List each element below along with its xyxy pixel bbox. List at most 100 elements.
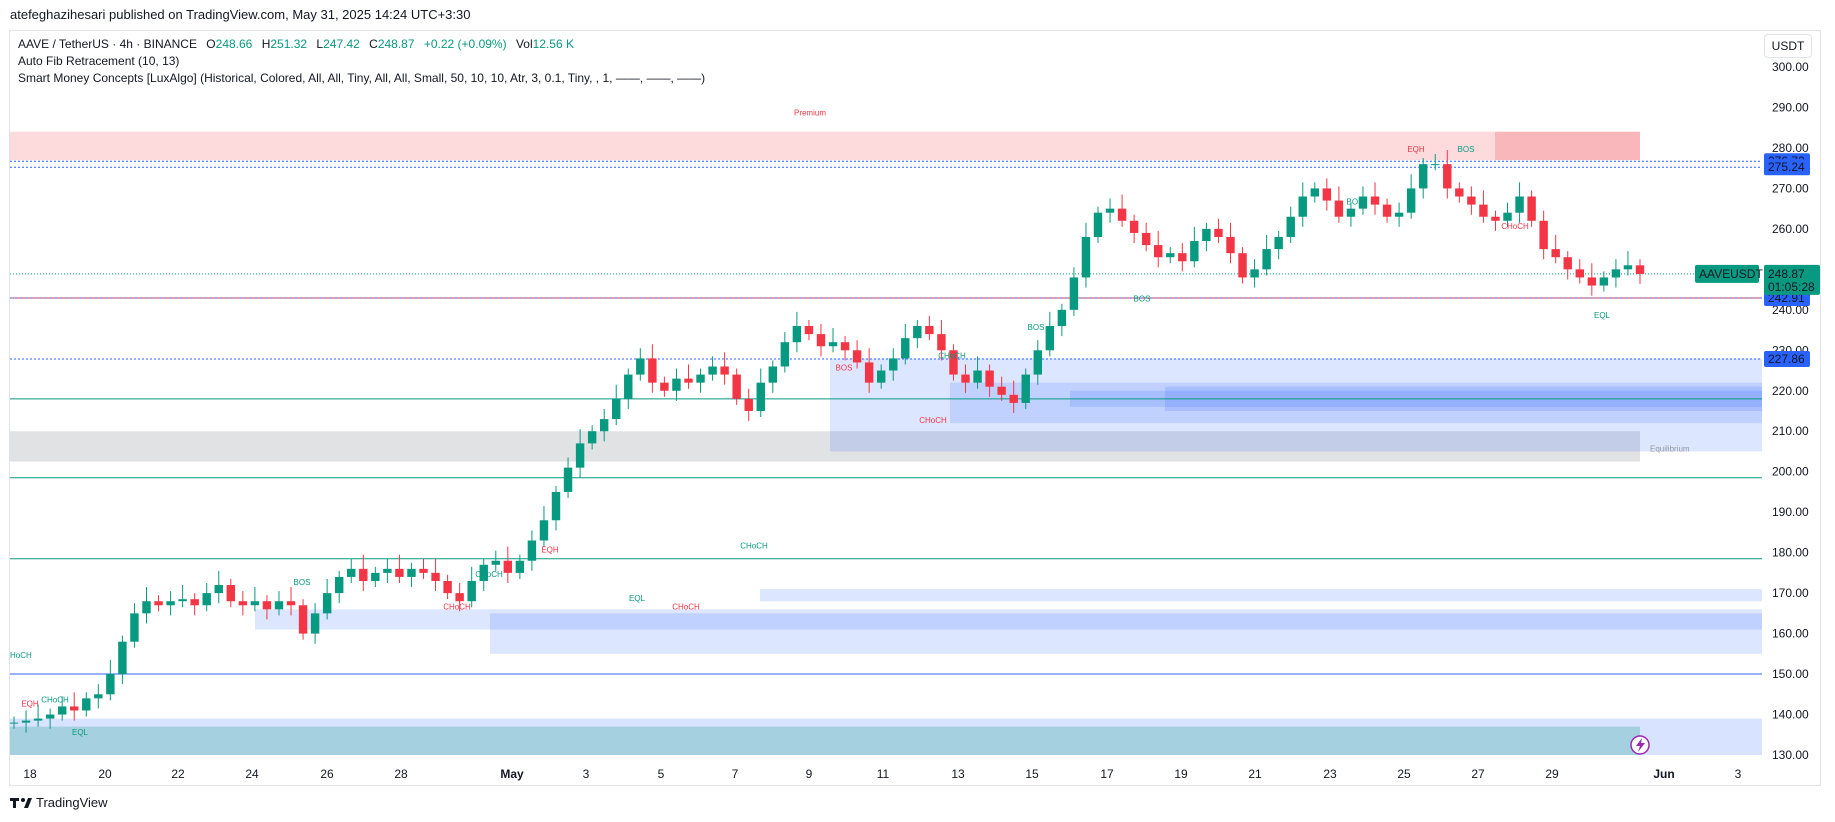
candle-body-56 [684, 378, 693, 383]
candle-body-85 [1033, 350, 1042, 375]
y-tick-label-9: 210.00 [1772, 424, 1809, 438]
y-tick-label-12: 180.00 [1772, 546, 1809, 560]
smc-label-13: BOS [1028, 323, 1045, 332]
candle-body-55 [672, 378, 681, 391]
smc-label-4: CHoCH [443, 602, 471, 611]
smc-label-15: BOS [1347, 198, 1364, 207]
tradingview-brand: TradingView [36, 795, 108, 810]
candle-body-119 [1443, 164, 1452, 189]
x-tick-label-13: 15 [1025, 767, 1039, 781]
premium-zone-recent [1495, 131, 1640, 161]
last-price-badge [1764, 264, 1820, 295]
indicator-smc[interactable]: Smart Money Concepts [LuxAlgo] (Historic… [18, 71, 706, 85]
x-tick-label-17: 23 [1323, 767, 1337, 781]
candle-body-63 [768, 366, 778, 383]
candle-body-71 [864, 362, 874, 383]
x-tick-label-8: 5 [658, 767, 665, 781]
y-tick-label-4: 260.00 [1772, 222, 1809, 236]
smc-label-5: EQH [541, 546, 559, 555]
candle-body-44 [539, 520, 549, 541]
candle-body-131 [1587, 277, 1597, 286]
candle-body-96 [1166, 253, 1175, 258]
symbol-name[interactable]: AAVE / TetherUS · 4h · BINANCE [18, 37, 197, 51]
candle-body-104 [1262, 249, 1271, 270]
smc-label-7: EQL [629, 594, 646, 603]
candle-body-52 [636, 358, 645, 375]
candle-body-21 [262, 601, 272, 610]
smc-label-6: CHoCH [475, 570, 503, 579]
y-tick-label-15: 150.00 [1772, 667, 1809, 681]
candle-body-120 [1455, 188, 1464, 197]
smc-label-19: EQL [1594, 311, 1611, 320]
candle-body-75 [913, 326, 922, 339]
last-price-symbol-badge [1695, 264, 1759, 283]
candle-body-88 [1069, 277, 1079, 310]
candle-body-135 [1635, 265, 1645, 274]
candle-body-86 [1045, 326, 1055, 351]
candle-body-116 [1406, 188, 1416, 213]
candle-body-15 [190, 599, 199, 606]
indicator-fib[interactable]: Auto Fib Retracement (10, 13) [18, 54, 180, 68]
candle-body-124 [1503, 212, 1512, 221]
y-tick-label-14: 160.00 [1772, 627, 1809, 641]
candle-body-123 [1491, 216, 1500, 221]
candle-body-32 [395, 568, 404, 577]
candle-body-18 [226, 585, 236, 602]
y-tick-label-3: 270.00 [1772, 181, 1809, 195]
x-tick-label-12: 13 [951, 767, 965, 781]
candle-body-82 [997, 386, 1006, 395]
tradingview-logo-icon [10, 797, 32, 808]
candle-body-110 [1334, 200, 1344, 217]
currency-button[interactable]: USDT [1764, 34, 1812, 58]
candle-body-114 [1382, 204, 1392, 217]
candle-body-106 [1286, 216, 1295, 237]
candle-body-25 [310, 613, 320, 634]
candle-body-30 [371, 572, 380, 581]
candle-body-17 [214, 585, 223, 594]
order-block-3 [255, 609, 1762, 630]
x-tick-label-20: 29 [1545, 767, 1559, 781]
premium-zone [10, 131, 1640, 161]
candle-body-72 [876, 370, 886, 383]
tradingview-logo[interactable]: TradingView [10, 795, 108, 810]
candle-body-45 [551, 491, 561, 521]
candle-body-107 [1298, 196, 1307, 217]
smc-label-3: BOS [294, 578, 311, 587]
smc-label-0: EQH [21, 699, 39, 708]
discount-zone-dark [10, 726, 1640, 755]
smc-label-10: BOS [836, 364, 853, 373]
candle-body-19 [238, 601, 248, 606]
smc-label-1: CHoCH [41, 695, 69, 704]
candle-body-80 [973, 370, 982, 383]
candle-body-49 [599, 419, 609, 432]
candle-body-109 [1322, 188, 1332, 201]
candle-body-59 [720, 366, 729, 375]
candle-body-8 [106, 674, 115, 695]
candle-body-134 [1623, 265, 1633, 270]
candle-body-93 [1129, 220, 1139, 233]
candle-body-64 [780, 342, 790, 367]
candle-body-60 [732, 374, 741, 399]
candle-body-1 [21, 720, 31, 723]
candle-body-43 [527, 540, 537, 561]
x-tick-label-21: Jun [1653, 767, 1674, 781]
candle-body-76 [925, 326, 934, 335]
candle-body-67 [816, 334, 826, 347]
candle-body-2 [33, 718, 43, 721]
candle-body-51 [624, 374, 633, 399]
y-tick-label-17: 130.00 [1772, 748, 1809, 762]
premium-label: Premium [794, 109, 826, 118]
candle-body-34 [419, 568, 428, 573]
candle-body-40 [491, 560, 500, 565]
candle-body-36 [443, 580, 452, 594]
price-badge-3 [1764, 350, 1810, 367]
high-value: 251.32 [270, 37, 308, 51]
y-tick-label-13: 170.00 [1772, 586, 1809, 600]
candle-body-105 [1274, 236, 1283, 250]
candle-body-53 [648, 358, 657, 383]
candle-body-33 [407, 568, 416, 577]
candle-body-5 [70, 706, 79, 711]
candle-body-58 [708, 366, 717, 375]
candle-body-23 [286, 601, 296, 606]
